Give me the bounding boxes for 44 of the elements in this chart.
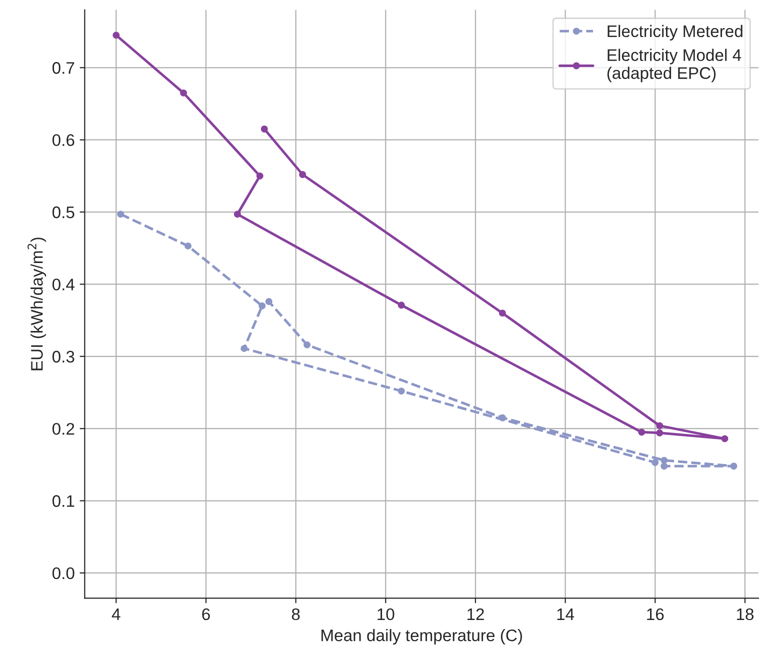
point bbox=[660, 456, 668, 464]
point bbox=[656, 429, 664, 436]
x-tick-label: 6 bbox=[202, 608, 210, 620]
x-tick-label: 16 bbox=[647, 608, 664, 620]
point bbox=[498, 310, 506, 317]
point bbox=[260, 126, 268, 132]
point bbox=[265, 298, 272, 306]
point bbox=[730, 462, 738, 470]
y-axis-title: EUI (kWh/day/m$^{2}$) bbox=[28, 238, 46, 370]
y-tick-label: 0.2 bbox=[52, 422, 74, 435]
point bbox=[180, 89, 187, 96]
legend-label: Electricity Metered bbox=[608, 24, 742, 40]
y-tick-label: 0.0 bbox=[52, 567, 74, 580]
point bbox=[638, 428, 646, 436]
legend-label: Electricity Model 4 (adapted EPC) bbox=[607, 48, 742, 82]
x-axis-title: Mean daily temperature (C) bbox=[322, 629, 522, 645]
point bbox=[258, 302, 266, 310]
x-tick-label: 4 bbox=[112, 608, 120, 620]
x-tick-label: 18 bbox=[736, 608, 754, 620]
y-tick-label: 0.7 bbox=[52, 62, 74, 74]
point bbox=[240, 344, 248, 352]
point bbox=[184, 242, 192, 250]
y-tick-label: 0.5 bbox=[52, 206, 74, 218]
point bbox=[498, 414, 506, 422]
point bbox=[721, 435, 728, 442]
point bbox=[398, 302, 405, 309]
point bbox=[299, 171, 306, 178]
y-tick-label: 0.3 bbox=[52, 350, 74, 363]
point bbox=[652, 459, 659, 466]
point bbox=[112, 32, 120, 39]
point bbox=[656, 422, 664, 430]
point bbox=[234, 210, 241, 218]
point bbox=[660, 462, 668, 470]
point bbox=[304, 341, 311, 348]
point bbox=[398, 388, 405, 395]
y-tick-label: 0.4 bbox=[52, 278, 74, 290]
x-tick-label: 12 bbox=[467, 608, 484, 620]
y-tick-label: 0.6 bbox=[52, 134, 74, 146]
y-tick-label: 0.1 bbox=[52, 495, 74, 507]
x-tick-label: 10 bbox=[378, 608, 394, 620]
point bbox=[117, 210, 124, 218]
x-tick-label: 8 bbox=[292, 608, 300, 620]
point bbox=[256, 172, 264, 180]
x-tick-label: 14 bbox=[557, 608, 574, 620]
